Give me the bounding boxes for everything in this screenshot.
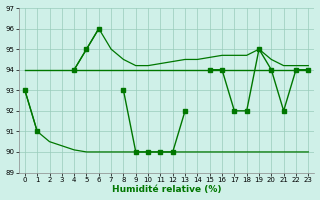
X-axis label: Humidité relative (%): Humidité relative (%) <box>112 185 221 194</box>
